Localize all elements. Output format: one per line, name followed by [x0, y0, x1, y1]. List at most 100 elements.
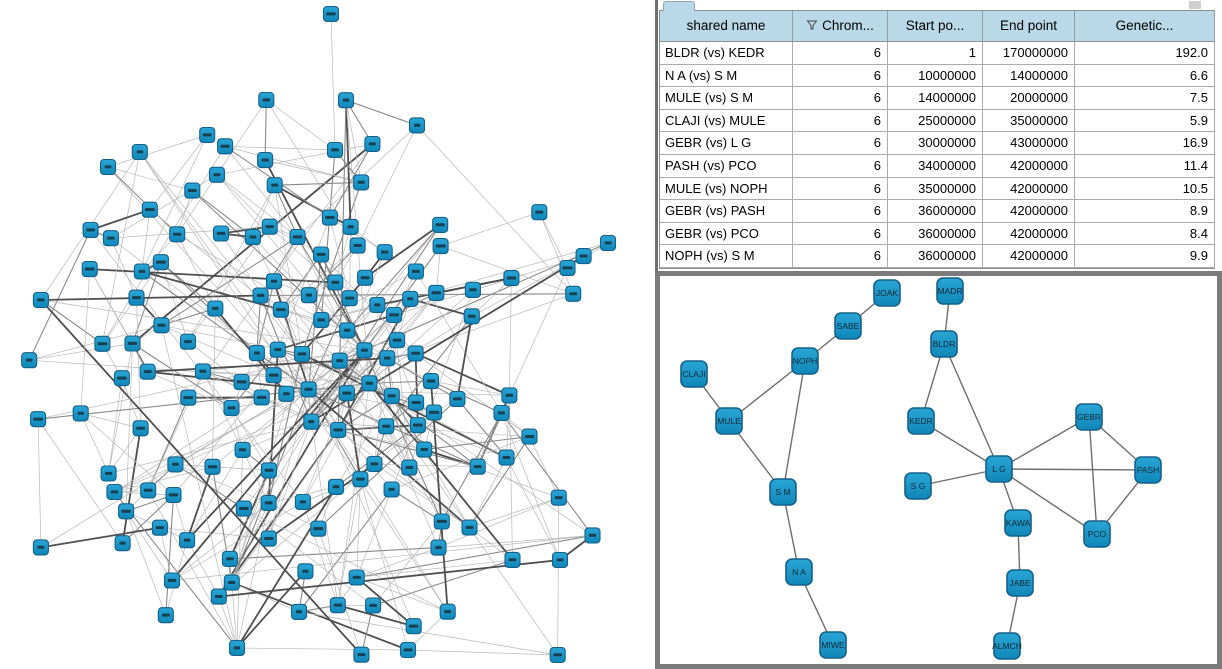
network-edge[interactable]	[469, 436, 530, 528]
network-edge[interactable]	[37, 419, 42, 548]
network-node[interactable]	[338, 385, 355, 402]
node-shape[interactable]	[1134, 456, 1162, 484]
network-node[interactable]	[180, 389, 197, 406]
network-node[interactable]	[432, 216, 449, 233]
network-node[interactable]	[235, 500, 252, 517]
cell-chrom[interactable]: 6	[793, 245, 888, 268]
network-edge[interactable]	[297, 236, 370, 384]
network-edge[interactable]	[280, 245, 358, 310]
network-node[interactable]	[383, 387, 400, 404]
cell-shared-name[interactable]: PASH (vs) PCO	[660, 154, 793, 178]
network-node[interactable]	[300, 381, 317, 398]
network-edge[interactable]	[387, 357, 458, 400]
network-node-claji[interactable]: CLAJI	[680, 360, 708, 388]
network-edge[interactable]	[408, 289, 474, 468]
network-node-joak[interactable]: JOAK	[873, 279, 901, 307]
network-node-pco[interactable]: PCO	[1083, 520, 1111, 548]
network-node[interactable]	[366, 455, 383, 473]
network-edge[interactable]	[339, 252, 386, 361]
network-node-miwe[interactable]: MIWE	[819, 631, 847, 659]
network-edge[interactable]	[301, 353, 507, 459]
network-edge[interactable]	[356, 534, 593, 579]
network-node[interactable]	[310, 520, 327, 537]
network-edge[interactable]	[538, 212, 574, 294]
network-edge[interactable]	[308, 294, 365, 351]
table-row[interactable]: MULE (vs) NOPH 6 35000000 42000000 10.5	[660, 177, 1215, 201]
network-node[interactable]	[430, 539, 447, 556]
cell-end-point[interactable]: 42000000	[983, 154, 1075, 178]
network-edge[interactable]	[274, 185, 303, 355]
network-node-kawa[interactable]: KAWA	[1004, 509, 1032, 537]
network-node[interactable]	[141, 201, 158, 218]
network-node-almch[interactable]: ALMCH	[992, 632, 1022, 660]
network-edge[interactable]	[302, 501, 339, 606]
cell-genetic[interactable]: 9.9	[1075, 245, 1215, 268]
network-edge[interactable]	[345, 99, 418, 126]
network-edge[interactable]	[161, 236, 298, 326]
network-node[interactable]	[82, 221, 99, 239]
network-edge[interactable]	[108, 421, 312, 474]
network-edge[interactable]	[187, 185, 276, 342]
cell-chrom[interactable]: 6	[793, 200, 888, 223]
network-node[interactable]	[407, 345, 424, 362]
network-node[interactable]	[294, 493, 311, 511]
network-node[interactable]	[498, 449, 515, 466]
cell-shared-name[interactable]: MULE (vs) NOPH	[660, 177, 793, 201]
network-edge[interactable]	[225, 145, 336, 151]
network-edge[interactable]	[376, 304, 417, 403]
cell-end-point[interactable]: 42000000	[983, 177, 1075, 201]
network-edge[interactable]	[188, 295, 261, 398]
network-edge[interactable]	[125, 511, 167, 616]
network-node[interactable]	[575, 248, 592, 265]
network-edge[interactable]	[212, 389, 309, 468]
network-edge[interactable]	[107, 134, 208, 168]
network-node[interactable]	[163, 572, 181, 589]
network-edge[interactable]	[171, 501, 304, 581]
network-node[interactable]	[221, 550, 238, 567]
network-edge[interactable]	[364, 224, 441, 279]
network-edge[interactable]	[147, 490, 238, 649]
network-node[interactable]	[378, 418, 395, 435]
cell-start-po[interactable]: 36000000	[888, 222, 983, 246]
table-row[interactable]: GEBR (vs) PASH 6 36000000 42000000 8.9	[660, 200, 1215, 223]
network-node[interactable]	[433, 513, 450, 530]
network-edge[interactable]	[391, 489, 443, 522]
network-edge[interactable]	[231, 581, 409, 651]
network-edge[interactable]	[159, 527, 173, 581]
network-edge[interactable]	[417, 424, 507, 458]
cell-chrom[interactable]: 6	[793, 154, 888, 178]
network-edge[interactable]	[191, 190, 254, 238]
network-node[interactable]	[153, 317, 170, 334]
network-node[interactable]	[353, 646, 370, 663]
network-node[interactable]	[124, 335, 141, 352]
network-edge[interactable]	[160, 261, 216, 309]
network-edge[interactable]	[121, 428, 142, 544]
network-edge[interactable]	[414, 353, 419, 426]
cell-chrom[interactable]: 6	[793, 132, 888, 155]
node-shape[interactable]	[985, 455, 1013, 483]
network-edge[interactable]	[393, 255, 584, 316]
network-edge[interactable]	[90, 208, 151, 231]
network-edge[interactable]	[349, 226, 351, 299]
table-row[interactable]: MULE (vs) S M 6 14000000 20000000 7.5	[660, 87, 1215, 110]
network-edge[interactable]	[509, 278, 512, 396]
network-edge[interactable]	[243, 421, 312, 509]
network-node[interactable]	[113, 370, 130, 387]
network-edge[interactable]	[509, 267, 568, 396]
network-node[interactable]	[140, 482, 157, 499]
network-node[interactable]	[584, 527, 601, 544]
network-edge[interactable]	[329, 143, 373, 218]
node-shape[interactable]	[907, 407, 935, 435]
network-node[interactable]	[353, 174, 370, 191]
network-node[interactable]	[341, 290, 358, 307]
network-node[interactable]	[321, 209, 338, 226]
network-edge[interactable]	[218, 559, 561, 598]
network-edge[interactable]	[114, 382, 370, 493]
network-edge-bldr-l-g[interactable]	[943, 343, 1000, 470]
network-edge[interactable]	[273, 281, 410, 468]
network-edge[interactable]	[186, 540, 220, 597]
network-edge[interactable]	[40, 299, 365, 351]
network-edge[interactable]	[218, 429, 339, 598]
network-edge[interactable]	[501, 412, 561, 561]
network-edge[interactable]	[216, 174, 298, 238]
